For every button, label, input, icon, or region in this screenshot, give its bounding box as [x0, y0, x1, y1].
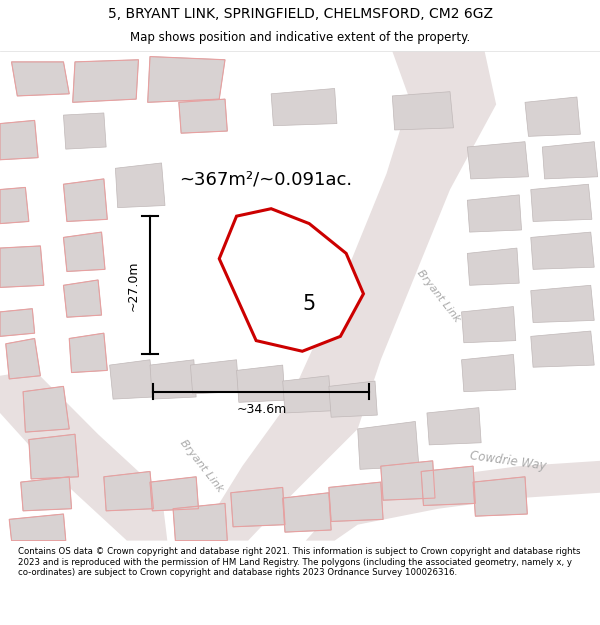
Polygon shape	[11, 62, 69, 96]
Text: Cowdrie Way: Cowdrie Way	[469, 449, 547, 472]
Polygon shape	[542, 142, 598, 179]
Polygon shape	[531, 331, 594, 367]
Polygon shape	[231, 488, 285, 527]
Polygon shape	[196, 51, 496, 541]
Polygon shape	[306, 461, 600, 541]
Polygon shape	[381, 461, 435, 500]
Polygon shape	[525, 97, 580, 136]
Polygon shape	[29, 434, 79, 479]
Polygon shape	[148, 57, 225, 102]
Polygon shape	[23, 386, 69, 432]
Polygon shape	[271, 89, 337, 126]
Text: 5: 5	[302, 294, 316, 314]
Polygon shape	[64, 113, 106, 149]
Polygon shape	[467, 195, 521, 232]
Text: Contains OS data © Crown copyright and database right 2021. This information is : Contains OS data © Crown copyright and d…	[18, 548, 581, 577]
Polygon shape	[0, 121, 38, 160]
Polygon shape	[461, 354, 516, 392]
Polygon shape	[64, 179, 107, 221]
Polygon shape	[6, 339, 40, 379]
Polygon shape	[0, 246, 44, 288]
Polygon shape	[329, 381, 377, 418]
Polygon shape	[115, 163, 165, 208]
Polygon shape	[110, 360, 154, 399]
Polygon shape	[219, 209, 364, 351]
Text: ~367m²/~0.091ac.: ~367m²/~0.091ac.	[179, 171, 352, 188]
Text: Map shows position and indicative extent of the property.: Map shows position and indicative extent…	[130, 31, 470, 44]
Polygon shape	[179, 99, 227, 133]
Polygon shape	[150, 360, 196, 399]
Polygon shape	[531, 232, 594, 269]
Polygon shape	[283, 376, 331, 413]
Polygon shape	[358, 421, 419, 469]
Text: Bryant Link: Bryant Link	[178, 438, 226, 494]
Polygon shape	[421, 466, 475, 506]
Text: 5, BRYANT LINK, SPRINGFIELD, CHELMSFORD, CM2 6GZ: 5, BRYANT LINK, SPRINGFIELD, CHELMSFORD,…	[107, 8, 493, 21]
Polygon shape	[392, 92, 454, 130]
Polygon shape	[9, 514, 66, 541]
Polygon shape	[150, 477, 199, 511]
Polygon shape	[329, 482, 383, 521]
Text: ~27.0m: ~27.0m	[127, 260, 140, 311]
Polygon shape	[0, 188, 29, 224]
Polygon shape	[531, 184, 592, 221]
Polygon shape	[173, 503, 227, 541]
Polygon shape	[190, 360, 239, 394]
Polygon shape	[0, 371, 167, 541]
Polygon shape	[473, 477, 527, 516]
Polygon shape	[73, 60, 139, 102]
Polygon shape	[427, 408, 481, 445]
Polygon shape	[467, 248, 519, 285]
Polygon shape	[104, 471, 154, 511]
Polygon shape	[236, 365, 285, 403]
Text: Bryant Link: Bryant Link	[415, 268, 462, 324]
Polygon shape	[531, 285, 594, 322]
Polygon shape	[283, 492, 331, 532]
Polygon shape	[69, 333, 107, 372]
Polygon shape	[467, 142, 529, 179]
Text: ~34.6m: ~34.6m	[236, 403, 286, 416]
Polygon shape	[0, 309, 35, 336]
Polygon shape	[64, 232, 105, 271]
Polygon shape	[64, 280, 101, 318]
Polygon shape	[21, 477, 71, 511]
Polygon shape	[461, 307, 516, 342]
